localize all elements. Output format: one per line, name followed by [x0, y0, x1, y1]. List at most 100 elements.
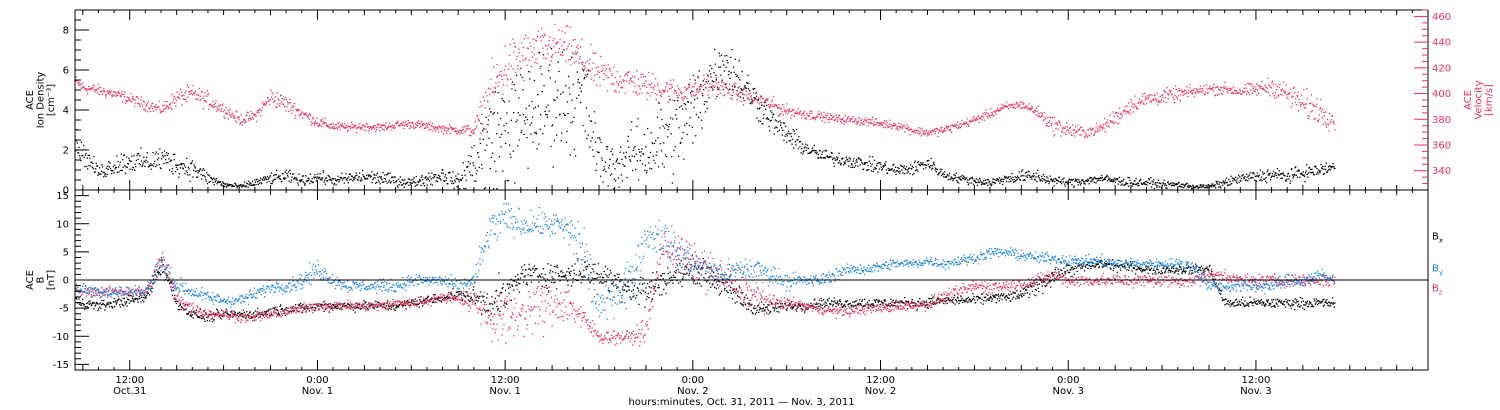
density-point [310, 181, 313, 183]
velocity-point [397, 121, 399, 124]
velocity-point [549, 36, 551, 38]
density-point [556, 96, 558, 99]
density-point [410, 179, 412, 181]
density-point [448, 172, 450, 174]
velocity-point [682, 92, 684, 94]
density-point [1122, 180, 1124, 182]
velocity-point [509, 54, 511, 56]
density-point [388, 181, 390, 183]
density-point [532, 141, 534, 143]
density-point [1325, 168, 1327, 171]
density-point [183, 164, 186, 167]
density-point [647, 156, 649, 158]
density-point [249, 184, 251, 186]
density-point [1277, 173, 1279, 175]
density-point [1050, 178, 1052, 180]
velocity-point [264, 103, 266, 105]
velocity-point [1102, 126, 1104, 128]
density-point [1034, 179, 1036, 181]
density-point [202, 174, 204, 177]
density-point [739, 79, 741, 81]
density-point [534, 106, 537, 108]
density-point [600, 175, 602, 177]
density-point [1053, 178, 1055, 180]
velocity-point [530, 45, 532, 47]
bx-point [134, 299, 136, 301]
density-point [1316, 168, 1318, 170]
bx-point [187, 313, 189, 316]
density-point [1258, 174, 1260, 176]
velocity-point [684, 86, 686, 88]
velocity-point [474, 121, 476, 123]
velocity-point [1280, 89, 1282, 91]
velocity-point [842, 120, 845, 122]
density-point [839, 162, 841, 164]
density-point [430, 178, 432, 180]
density-point [649, 151, 652, 154]
velocity-point [876, 123, 878, 126]
velocity-point [618, 91, 620, 93]
density-point [139, 155, 141, 157]
velocity-point [344, 126, 346, 128]
density-point [462, 162, 464, 164]
velocity-point [290, 106, 293, 109]
density-point [94, 171, 96, 173]
density-point [693, 106, 695, 109]
velocity-point [391, 129, 393, 131]
density-point [551, 125, 553, 127]
velocity-point [822, 117, 824, 119]
velocity-point [251, 112, 253, 114]
density-point [1071, 184, 1073, 186]
velocity-point [882, 126, 885, 128]
density-point [592, 149, 594, 151]
density-point [1239, 176, 1241, 178]
velocity-point [1171, 93, 1173, 96]
velocity-point [1079, 126, 1082, 129]
density-point [698, 116, 700, 119]
velocity-point [592, 62, 594, 65]
density-point [673, 100, 676, 102]
density-point [1187, 184, 1189, 187]
velocity-point [1200, 88, 1202, 90]
density-point [77, 152, 80, 154]
density-point [1234, 179, 1236, 181]
velocity-point [987, 117, 989, 119]
density-point [106, 173, 108, 176]
velocity-point [797, 112, 799, 114]
density-point [917, 161, 920, 163]
velocity-point [93, 85, 96, 87]
velocity-point [165, 107, 167, 109]
density-point [399, 180, 401, 183]
velocity-point [1282, 88, 1284, 90]
velocity-point [568, 43, 570, 45]
bx-point [152, 278, 155, 280]
density-point [1290, 180, 1292, 182]
velocity-point [960, 123, 962, 125]
density-point [1048, 183, 1050, 185]
density-point [977, 179, 979, 181]
velocity-point [389, 126, 391, 128]
density-point [952, 178, 955, 180]
velocity-point [606, 90, 609, 92]
velocity-point [283, 99, 285, 101]
velocity-point [936, 128, 939, 131]
density-point [385, 174, 388, 176]
density-point [285, 169, 287, 171]
density-point [1205, 184, 1207, 187]
velocity-point [461, 129, 463, 131]
density-point [118, 171, 120, 173]
velocity-point [180, 91, 183, 93]
bx-point [227, 313, 230, 316]
density-point [165, 162, 167, 164]
velocity-point [905, 127, 907, 129]
velocity-point [731, 94, 734, 97]
density-point [852, 166, 854, 168]
density-point [739, 96, 742, 98]
density-point [332, 178, 334, 180]
velocity-point [163, 104, 166, 106]
velocity-point [322, 120, 325, 123]
density-point [889, 168, 891, 170]
velocity-point [326, 124, 329, 126]
density-point [936, 168, 939, 171]
density-point [282, 173, 284, 175]
